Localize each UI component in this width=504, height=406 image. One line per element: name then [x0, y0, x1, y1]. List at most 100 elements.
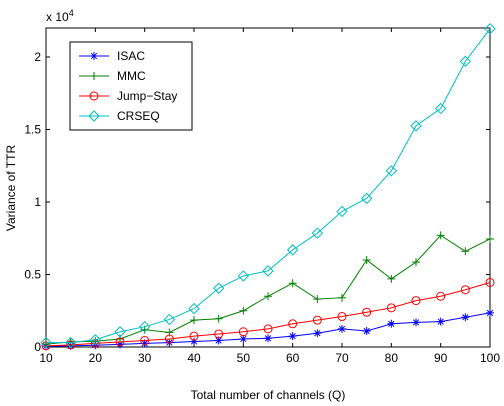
marker-plus — [190, 316, 198, 325]
marker-plus — [239, 306, 248, 315]
series-layer — [40, 23, 496, 351]
marker-diamond — [237, 270, 250, 282]
legend-entry: ISAC — [79, 49, 145, 63]
marker-diamond — [434, 102, 447, 115]
marker-asterisk — [486, 308, 494, 317]
x-tick-label: 50 — [237, 351, 251, 365]
marker-asterisk — [412, 318, 420, 327]
marker-diamond — [64, 336, 77, 349]
y-tick-label: 2 — [34, 50, 41, 64]
y-axis-title: Variance of TTR — [4, 145, 18, 232]
marker-circle — [41, 341, 51, 351]
x-tick-label: 80 — [385, 351, 399, 365]
marker-circle — [214, 329, 224, 339]
x-tick-label: 90 — [434, 351, 448, 365]
marker-diamond — [40, 336, 52, 349]
marker-diamond — [114, 326, 126, 338]
x-tick-label: 60 — [286, 351, 300, 365]
marker-plus — [362, 256, 371, 264]
legend: ISAC MMC Jump−Stay CRSEQ — [69, 41, 193, 131]
marker-circle — [263, 324, 273, 334]
marker-circle — [362, 307, 372, 317]
y-tick-label: 1 — [34, 195, 41, 209]
legend-entry: CRSEQ — [79, 109, 160, 123]
marker-diamond — [484, 23, 496, 35]
marker-diamond — [286, 244, 299, 256]
marker-circle — [66, 340, 76, 350]
marker-diamond — [163, 313, 176, 326]
marker-diamond — [360, 192, 373, 205]
marker-asterisk — [338, 324, 346, 333]
marker-plus — [486, 234, 494, 243]
legend-label: CRSEQ — [117, 109, 160, 123]
series-1 — [42, 231, 494, 349]
x-axis-title: Total number of channels (Q) — [191, 388, 346, 402]
x-tick-label: 10 — [39, 351, 53, 365]
x-tick-label: 100 — [480, 351, 500, 365]
marker-asterisk — [461, 313, 470, 322]
marker-diamond — [311, 227, 324, 239]
marker-asterisk — [90, 52, 98, 60]
marker-diamond — [89, 334, 102, 346]
marker-plus — [461, 247, 470, 256]
marker-circle — [89, 91, 99, 101]
marker-circle — [436, 291, 446, 301]
marker-plus — [313, 295, 322, 304]
legend-entry: Jump−Stay — [79, 89, 177, 103]
marker-diamond — [262, 265, 274, 277]
marker-circle — [411, 296, 421, 306]
marker-asterisk — [313, 329, 322, 338]
marker-plus — [288, 279, 297, 288]
marker-asterisk — [362, 327, 371, 336]
marker-asterisk — [214, 336, 223, 345]
marker-circle — [140, 335, 150, 345]
marker-diamond — [459, 55, 472, 68]
marker-asterisk — [140, 339, 149, 348]
marker-plus — [412, 258, 420, 267]
marker-diamond — [385, 165, 398, 177]
marker-plus — [338, 293, 346, 302]
series-3 — [40, 23, 496, 349]
marker-circle — [386, 303, 396, 313]
marker-circle — [460, 285, 470, 295]
marker-diamond — [88, 110, 100, 122]
marker-circle — [312, 315, 322, 325]
marker-asterisk — [436, 317, 445, 326]
marker-circle — [337, 312, 347, 322]
marker-diamond — [138, 320, 151, 333]
marker-asterisk — [190, 337, 198, 346]
marker-plus — [387, 274, 396, 283]
y-multiplier: x 104 — [46, 8, 74, 24]
x-tick-label: 70 — [335, 351, 349, 365]
marker-asterisk — [239, 335, 248, 344]
series-line — [45, 281, 491, 347]
marker-diamond — [410, 120, 422, 132]
series-line — [46, 28, 491, 344]
marker-circle — [485, 277, 495, 287]
marker-circle — [115, 337, 125, 347]
marker-asterisk — [264, 334, 272, 343]
marker-asterisk — [116, 340, 124, 349]
marker-plus — [214, 314, 223, 323]
marker-diamond — [336, 205, 348, 218]
marker-plus — [436, 231, 445, 240]
marker-circle — [238, 327, 248, 337]
y-tick-label: 1.5 — [24, 123, 41, 137]
marker-asterisk — [387, 319, 396, 328]
marker-circle — [189, 331, 199, 341]
x-tick-label: 40 — [187, 351, 201, 365]
y-tick-label: 0.5 — [24, 268, 41, 282]
axis-ticks: 10 20 30 40 50 60 70 80 90 100 0 0.5 1 1.5 2 — [24, 28, 500, 365]
marker-plus — [264, 292, 272, 301]
legend-label: Jump−Stay — [117, 89, 177, 103]
marker-circle — [164, 334, 174, 344]
marker-plus — [90, 72, 98, 80]
y-tick-label: 0 — [34, 340, 41, 354]
marker-diamond — [188, 302, 200, 315]
legend-label: ISAC — [117, 49, 145, 63]
marker-circle — [288, 319, 298, 329]
series-2 — [41, 277, 495, 351]
legend-entry: MMC — [79, 69, 146, 83]
marker-diamond — [212, 282, 225, 294]
